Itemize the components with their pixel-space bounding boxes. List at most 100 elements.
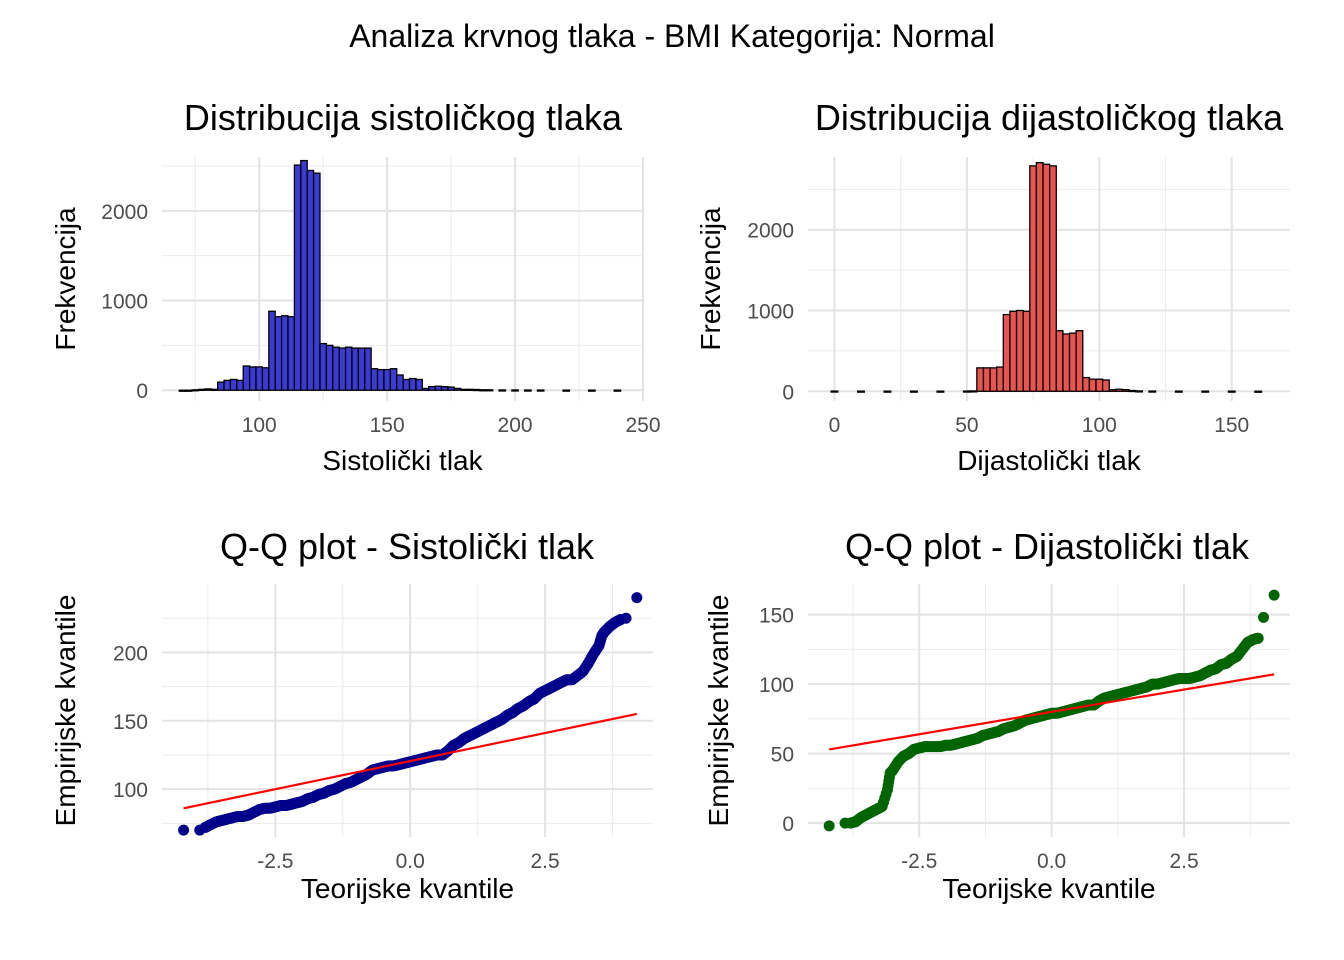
- histogram-bar: [909, 390, 918, 393]
- histogram-bar: [216, 381, 225, 391]
- histogram-bar: [178, 389, 187, 392]
- histogram-bar: [1088, 378, 1097, 392]
- histogram-bar: [396, 374, 404, 391]
- histogram-bar: [428, 385, 436, 391]
- panel-title: Q-Q plot - Sistolički tlak: [220, 526, 595, 567]
- histogram-bar: [351, 347, 360, 391]
- histogram-bar: [883, 390, 892, 393]
- histogram-bar: [1174, 390, 1183, 393]
- histogram-bar: [376, 368, 385, 391]
- x-tick-label: 0.0: [396, 850, 425, 873]
- histogram-bar: [357, 347, 366, 391]
- y-axis-title: Empirijske kvantile: [50, 595, 81, 827]
- histogram-bar: [434, 385, 443, 391]
- histogram-bar: [1148, 390, 1157, 393]
- x-axis-title: Sistolički tlak: [322, 445, 483, 476]
- histogram-bar: [236, 379, 244, 391]
- x-tick-label: 250: [625, 414, 660, 437]
- histogram-bar: [268, 310, 276, 391]
- histogram-bar: [261, 367, 270, 391]
- histogram-bar: [536, 389, 545, 392]
- histogram-bar: [312, 172, 321, 391]
- qq-point: [823, 820, 835, 832]
- panel-title: Distribucija dijastoličkog tlaka: [815, 97, 1284, 138]
- histogram-bar: [383, 368, 391, 391]
- y-axis-title: Frekvencija: [50, 207, 81, 351]
- y-tick-label: 100: [759, 674, 794, 697]
- histogram-bar: [255, 366, 264, 391]
- x-axis-title: Teorijske kvantile: [301, 873, 514, 904]
- histogram-bar: [319, 342, 328, 391]
- panel-title: Q-Q plot - Dijastolički tlak: [845, 526, 1250, 567]
- histogram-bar: [1055, 330, 1064, 392]
- histogram-bar: [197, 388, 206, 391]
- histogram-bar: [1042, 163, 1051, 392]
- y-axis-title: Empirijske kvantile: [703, 595, 734, 827]
- histogram-bar: [1135, 390, 1144, 393]
- x-tick-label: -2.5: [257, 850, 293, 873]
- histogram-bar: [857, 390, 865, 393]
- histogram-bar: [1009, 310, 1018, 392]
- y-tick-label: 0: [782, 381, 794, 404]
- x-tick-label: 0: [829, 414, 841, 437]
- panel-1: 100 150 200 250 0 1000 2000 Distribucija sistol…: [50, 97, 661, 476]
- y-tick-label: 50: [771, 744, 794, 767]
- y-tick-label: 2000: [747, 220, 794, 243]
- x-tick-label: -2.5: [901, 850, 937, 873]
- histogram-bar: [447, 386, 455, 391]
- histogram-bar: [421, 387, 430, 391]
- histogram-bar: [1121, 389, 1130, 392]
- histogram-bar: [1201, 390, 1210, 393]
- histogram-bar: [1068, 332, 1077, 392]
- histogram-bar: [1002, 313, 1011, 392]
- y-tick-label: 150: [759, 605, 794, 628]
- histogram-bar: [389, 368, 398, 391]
- histogram-bar: [242, 365, 251, 391]
- figure-title: Analiza krvnog tlaka - BMI Kategorija: N…: [349, 18, 995, 54]
- panel-2: 0 50 100 150 0 1000 2000 Distribucija dijastoli…: [695, 97, 1290, 476]
- panel-title: Distribucija sistoličkog tlaka: [184, 97, 623, 138]
- histogram-bar: [223, 379, 232, 391]
- histogram-bar: [229, 378, 238, 391]
- x-tick-label: 50: [955, 414, 978, 437]
- histogram-bar: [830, 390, 839, 393]
- histogram-bar: [1115, 388, 1124, 392]
- histogram-bar: [498, 389, 507, 392]
- x-tick-label: 2.5: [1169, 850, 1198, 873]
- histogram-bar: [996, 366, 1004, 392]
- histogram-bar: [936, 390, 945, 393]
- histogram-bar: [613, 389, 622, 392]
- histogram-bar: [962, 390, 971, 393]
- qq-point: [1258, 611, 1270, 623]
- histogram-bar: [1035, 162, 1044, 392]
- y-tick-label: 150: [113, 711, 148, 734]
- histogram-bar: [364, 347, 372, 391]
- y-tick-label: 1000: [747, 301, 794, 324]
- histogram-bar: [1029, 165, 1038, 392]
- histogram-bar: [1049, 165, 1057, 392]
- qq-point: [880, 788, 892, 800]
- histogram-bar: [976, 367, 985, 392]
- x-tick-label: 0.0: [1037, 850, 1066, 873]
- y-tick-label: 1000: [101, 291, 148, 314]
- histogram-bar: [440, 385, 449, 391]
- histogram-bar: [185, 389, 193, 392]
- x-axis-title: Teorijske kvantile: [942, 873, 1155, 904]
- histogram-bar: [982, 367, 991, 392]
- histogram-bar: [479, 389, 487, 392]
- histogram-bar: [989, 367, 998, 392]
- histogram-bar: [453, 387, 462, 391]
- histogram-bar: [1022, 310, 1031, 392]
- histogram-bar: [325, 344, 334, 391]
- panel-3: -2.5 0.0 2.5 100 150 200 Q-Q plot - Sistolički…: [50, 526, 653, 904]
- histogram-bar: [191, 389, 200, 392]
- qq-point: [1251, 633, 1263, 645]
- x-tick-label: 150: [1214, 414, 1249, 437]
- y-tick-label: 100: [113, 779, 148, 802]
- histogram-bar: [562, 389, 571, 392]
- qq-point: [613, 614, 625, 626]
- histogram-bar: [969, 390, 978, 393]
- histogram-bar: [1254, 390, 1263, 393]
